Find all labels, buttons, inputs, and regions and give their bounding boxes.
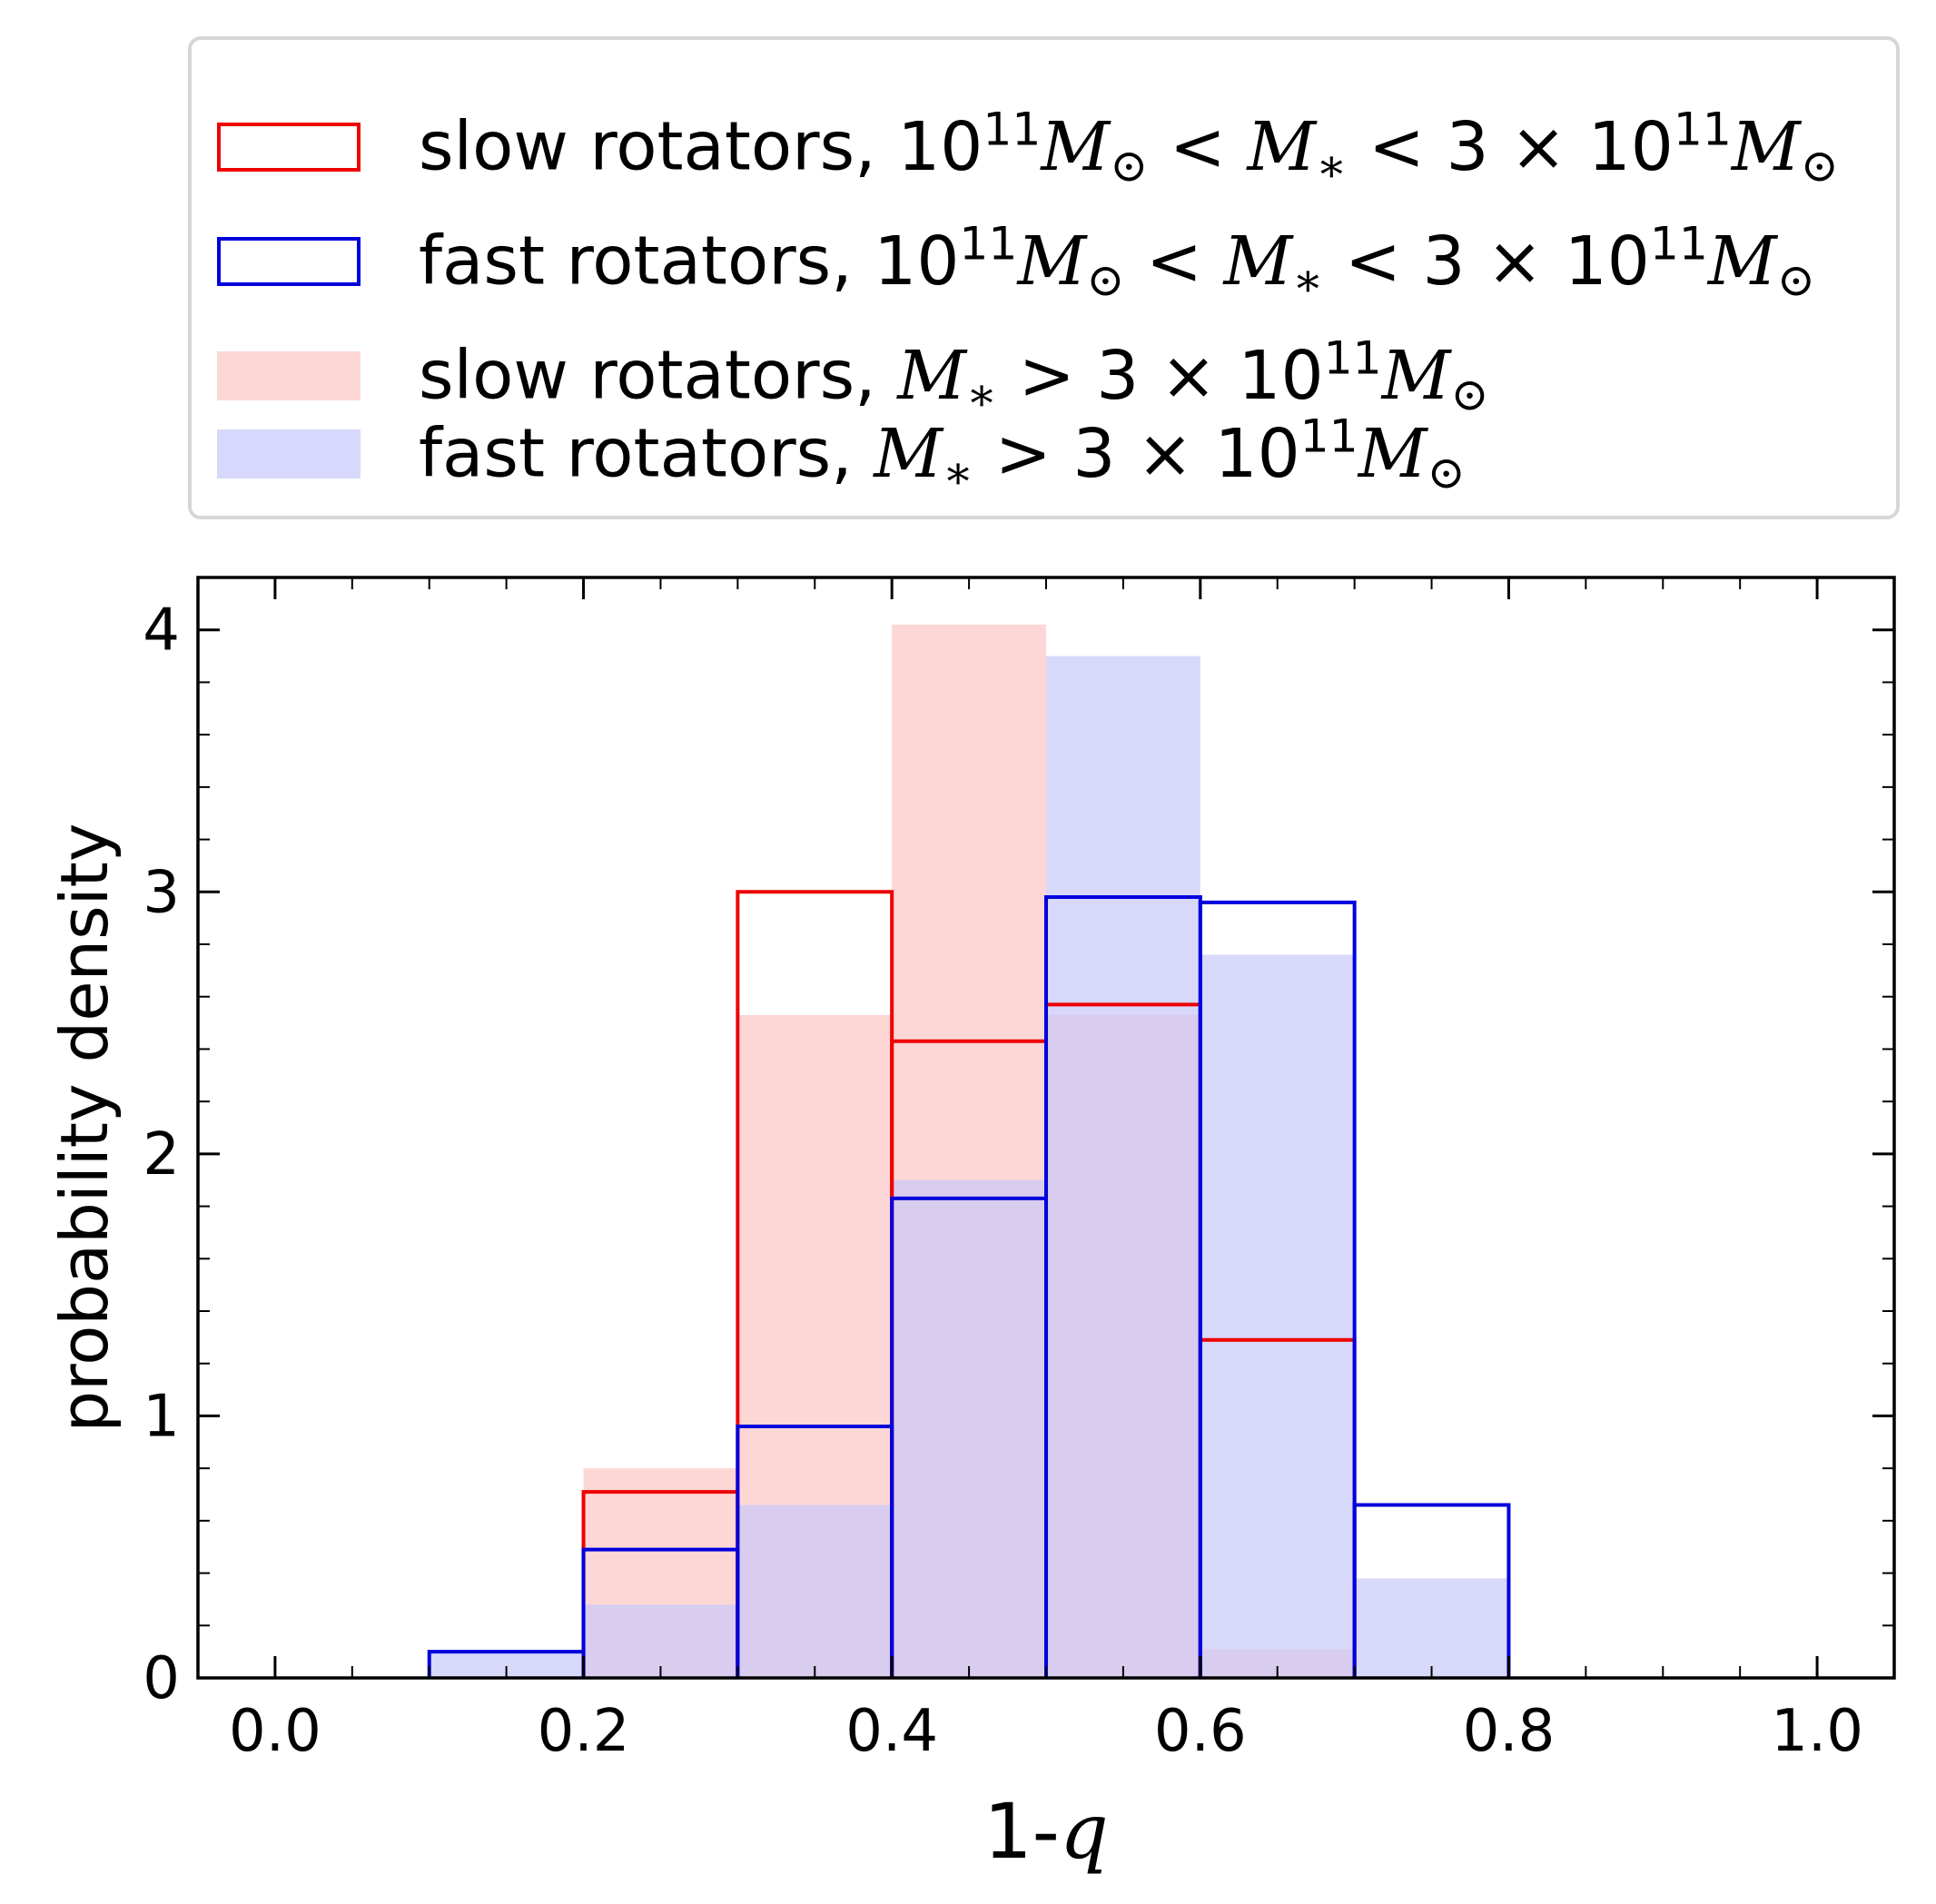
tick-labels: 0.0 0.2 0.4 0.6 0.8 1.0 0 1 2 3 4 xyxy=(143,597,1863,1765)
y-axis-label: probability density xyxy=(46,823,123,1432)
legend-label-prefix: slow rotators, xyxy=(419,108,876,187)
histogram-bar xyxy=(1046,656,1200,1678)
legend-swatch-red-filled xyxy=(217,351,361,400)
y-tick-label: 3 xyxy=(143,859,180,926)
x-axis-label: 1-q xyxy=(983,1787,1109,1876)
legend-label-prefix: slow rotators, xyxy=(419,337,876,416)
histogram-bar xyxy=(1200,954,1355,1678)
histogram-bar xyxy=(1354,1578,1509,1678)
legend-swatch-blue-filled xyxy=(217,429,361,478)
legend-entry-fast-rotators-high-mass: fast rotators, M∗ > 3 × 1011M⊙ xyxy=(217,409,1466,499)
histogram-bar xyxy=(583,1604,738,1678)
x-tick-label: 0.0 xyxy=(229,1698,321,1765)
x-tick-label: 0.2 xyxy=(538,1698,630,1765)
legend-entry-slow-rotators-high-mass: slow rotators, M∗ > 3 × 1011M⊙ xyxy=(217,330,1489,421)
y-tick-label: 1 xyxy=(143,1383,180,1450)
y-tick-label: 2 xyxy=(143,1121,180,1189)
legend-swatch-blue-outline xyxy=(217,237,361,286)
legend-entry-slow-rotators-mid-mass: slow rotators, 1011M⊙ < M∗ < 3 × 1011M⊙ xyxy=(217,102,1839,192)
x-tick-label: 0.4 xyxy=(845,1698,938,1765)
legend-swatch-red-outline xyxy=(217,123,361,172)
y-tick-label: 4 xyxy=(143,597,180,665)
legend-entry-fast-rotators-mid-mass: fast rotators, 1011M⊙ < M∗ < 3 × 1011M⊙ xyxy=(217,216,1815,307)
x-tick-label: 1.0 xyxy=(1771,1698,1863,1765)
legend: slow rotators, 1011M⊙ < M∗ < 3 × 1011M⊙ … xyxy=(188,36,1900,519)
y-tick-label: 0 xyxy=(143,1645,180,1712)
x-tick-label: 0.6 xyxy=(1154,1698,1247,1765)
filled-series-1 xyxy=(429,656,1509,1678)
histogram-step-bar xyxy=(1198,900,1357,1678)
axis-ticks xyxy=(198,577,1894,1680)
histogram-bar xyxy=(892,1179,1046,1678)
legend-label-prefix: fast rotators, xyxy=(419,222,853,301)
histogram-bars xyxy=(427,624,1511,1678)
x-tick-label: 0.8 xyxy=(1463,1698,1556,1765)
legend-label-prefix: fast rotators, xyxy=(419,415,853,494)
histogram-bar xyxy=(737,1504,893,1678)
histogram-step-bar xyxy=(1352,1503,1511,1678)
